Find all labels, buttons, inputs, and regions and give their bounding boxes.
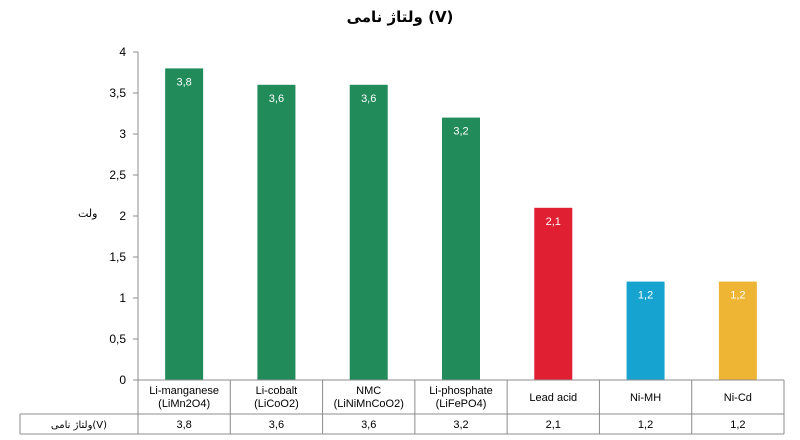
table-cell: 3,2 — [453, 419, 468, 431]
table-cell: 1,2 — [638, 419, 653, 431]
x-category-label: Ni-MH — [630, 392, 661, 404]
bar-value-label: 3,6 — [269, 93, 284, 105]
y-tick-label: 0,5 — [109, 332, 126, 346]
bar-value-label: 2,1 — [546, 216, 561, 228]
table-cell: 3,6 — [361, 419, 376, 431]
x-category-label: (LiCoO2) — [254, 398, 299, 410]
y-axis-label: ولت — [78, 207, 98, 220]
bar — [349, 84, 388, 381]
y-tick-label: 1,5 — [109, 250, 126, 264]
y-tick-label: 1 — [119, 291, 126, 305]
bar-value-label: 3,2 — [453, 126, 468, 138]
x-category-label: Ni-Cd — [724, 392, 752, 404]
x-category-label: (LiNiMnCoO2) — [334, 398, 404, 410]
bar-value-label: 3,6 — [361, 93, 376, 105]
table-cell: 1,2 — [730, 419, 745, 431]
table-row-header: ولتاژ نامی(V) — [51, 420, 107, 431]
x-category-label: (LiFePO4) — [436, 398, 487, 410]
x-category-label: Li-cobalt — [256, 385, 298, 397]
table-cell: 3,8 — [176, 419, 191, 431]
x-category-label: NMC — [356, 385, 381, 397]
chart-title: ولتاژ نامی (V) — [346, 8, 454, 26]
x-category-label: (LiMn2O4) — [158, 398, 210, 410]
y-tick-label: 4 — [119, 45, 126, 59]
bars: 3,8 3,6 3,6 3,2 2,1 1,2 1,2 — [165, 68, 757, 381]
bar — [442, 117, 480, 380]
y-axis-ticks: 0 0,5 1 1,5 2 2,5 3 3,5 4 — [109, 45, 139, 387]
y-tick-label: 2 — [119, 209, 126, 223]
bar-value-label: 1,2 — [638, 290, 653, 302]
y-tick-label: 3 — [119, 127, 126, 141]
bar — [534, 207, 573, 380]
bar — [165, 68, 204, 381]
x-category-label: Li-manganese — [149, 385, 219, 397]
x-category-label: Lead acid — [529, 392, 577, 404]
y-tick-label: 2,5 — [109, 168, 126, 182]
y-tick-label: 3,5 — [109, 86, 126, 100]
bar-value-label: 1,2 — [730, 290, 745, 302]
table-cell: 2,1 — [546, 419, 561, 431]
data-table: Li-manganese(LiMn2O4) Li-cobalt(LiCoO2) NM… — [19, 379, 785, 435]
table-cell: 3,6 — [269, 419, 284, 431]
bar — [626, 281, 665, 380]
y-tick-label: 0 — [119, 373, 126, 387]
bar — [718, 281, 757, 380]
bar-value-label: 3,8 — [176, 76, 191, 88]
x-category-label: Li-phosphate — [429, 385, 493, 397]
bar — [257, 84, 296, 381]
